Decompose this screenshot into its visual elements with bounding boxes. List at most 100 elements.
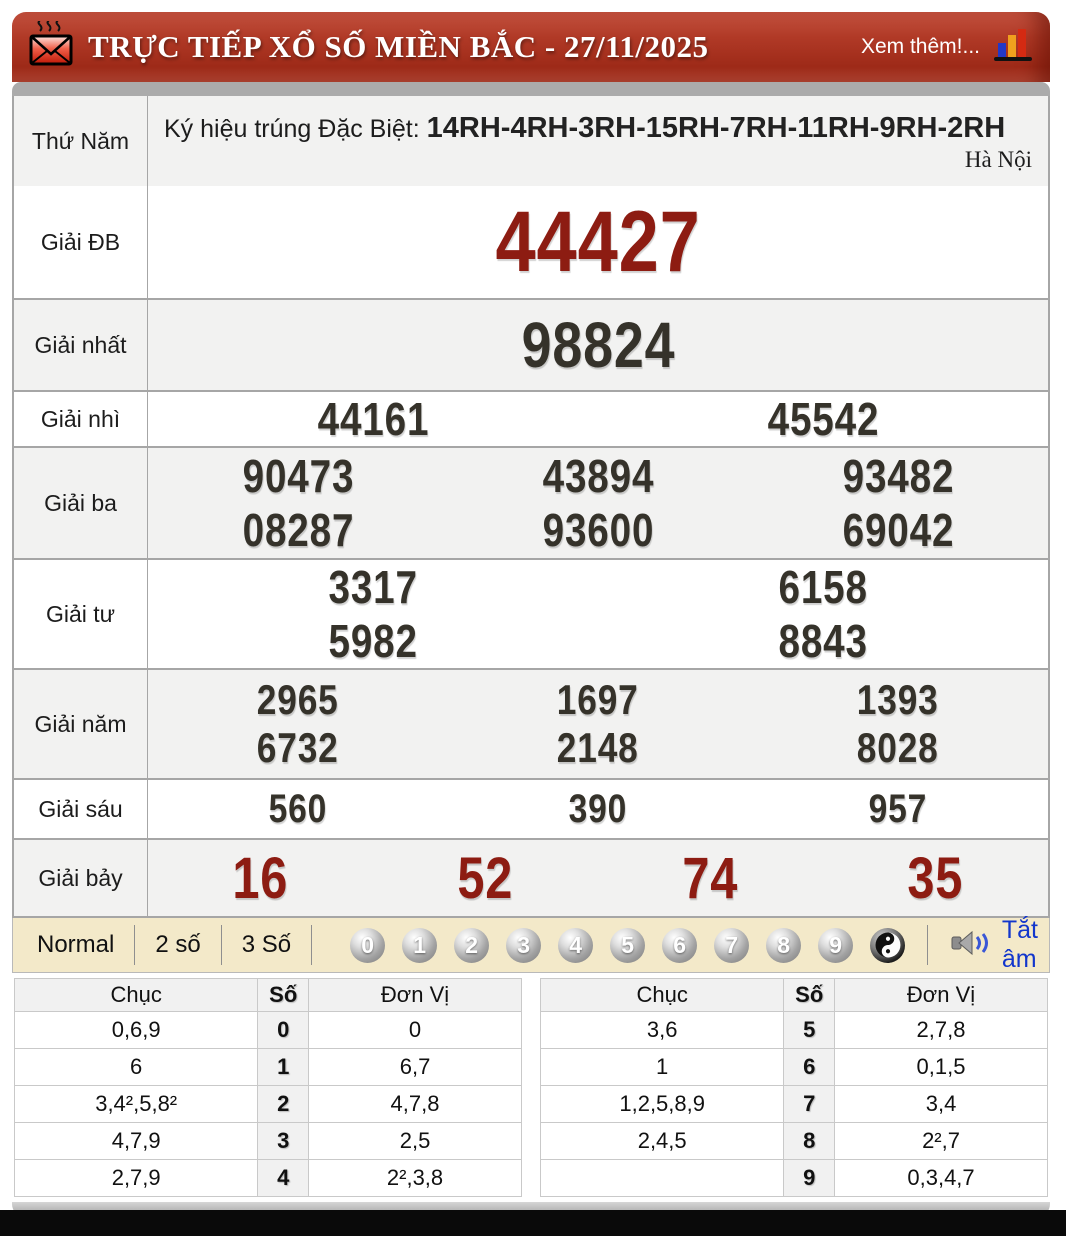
digit-cell: 8 xyxy=(783,1122,836,1160)
prize-label: Giải bảy xyxy=(14,840,148,916)
digit-ball-0[interactable]: 0 xyxy=(350,927,386,963)
prize-label: Giải ĐB xyxy=(14,186,148,298)
mode-normal-button[interactable]: Normal xyxy=(29,925,136,965)
digit-cell: 7 xyxy=(783,1085,836,1123)
prize-number: 16 xyxy=(232,845,289,911)
digit-ball-2[interactable]: 2 xyxy=(454,927,490,963)
prize-label: Giải sáu xyxy=(14,780,148,838)
special-sign-codes: 14RH-4RH-3RH-15RH-7RH-11RH-9RH-2RH xyxy=(426,112,1006,144)
digit-cell: 3 xyxy=(257,1122,310,1160)
prize-label: Giải nhất xyxy=(14,300,148,390)
prize-values: 2965 1697 1393 6732 2148 8028 xyxy=(148,670,1048,778)
prize-row: Giải sáu 560 390 957 xyxy=(14,778,1048,838)
mode-3so-button[interactable]: 3 Số xyxy=(222,925,313,965)
prize-number: 390 xyxy=(568,786,628,831)
prize-value-cell: 6732 xyxy=(148,724,448,772)
digit-table-right: Chục Số Đơn Vị 3,6 5 2,7,8 1 6 0,1,5 1,2,5,8,9 7 3,… xyxy=(539,978,1048,1197)
envelope-icon xyxy=(28,19,74,74)
prize-number: 93482 xyxy=(842,450,954,502)
units-cell: 0,3,4,7 xyxy=(834,1159,1048,1197)
prize-number: 5982 xyxy=(328,615,418,667)
bottom-black-bar xyxy=(0,1210,1066,1236)
prize-row: Giải nhất 98824 xyxy=(14,298,1048,390)
prize-number: 560 xyxy=(268,786,328,831)
bar-chart-icon[interactable] xyxy=(992,25,1034,70)
prize-number: 3317 xyxy=(328,561,418,613)
special-sign-cell: Ký hiệu trúng Đặc Biệt: 14RH-4RH-3RH-15R… xyxy=(148,96,1048,186)
prize-number: 6732 xyxy=(257,724,339,771)
prize-row: Giải bảy 16 52 74 35 xyxy=(14,838,1048,916)
prize-value-cell: 957 xyxy=(748,787,1048,832)
yin-yang-ball[interactable] xyxy=(870,927,906,963)
see-more-link[interactable]: Xem thêm!... xyxy=(860,35,980,58)
units-cell: 3,4 xyxy=(834,1085,1048,1123)
page-title: TRỰC TIẾP XỔ SỐ MIỀN BẮC - 27/11/2025 xyxy=(88,29,709,64)
prize-value-cell: 3317 xyxy=(148,560,598,614)
digit-cell: 9 xyxy=(783,1159,836,1197)
digit-summary-tables: Chục Số Đơn Vị 0,6,9 0 0 6 1 6,7 3,4²,5,8² 2 4,7,8 4… xyxy=(12,973,1050,1197)
prize-value-cell: 2965 xyxy=(148,676,448,724)
prize-value-cell: 1393 xyxy=(748,676,1048,724)
prize-number: 08287 xyxy=(242,504,354,556)
tens-cell: 2,7,9 xyxy=(13,1159,259,1197)
prize-value-cell: 560 xyxy=(148,787,448,832)
digit-ball-4[interactable]: 4 xyxy=(558,927,594,963)
mute-button[interactable]: Tắt âm xyxy=(950,916,1045,974)
prize-label: Giải ba xyxy=(14,448,148,558)
prize-value-cell: 390 xyxy=(448,787,748,832)
results-table: Thứ Năm Ký hiệu trúng Đặc Biệt: 14RH-4RH… xyxy=(12,96,1050,918)
tens-cell: 3,4²,5,8² xyxy=(13,1085,259,1123)
prize-rows: Giải ĐB 44427 Giải nhất 98824 Giải nhì 44161 4… xyxy=(14,186,1048,916)
prize-number: 43894 xyxy=(542,450,654,502)
digit-ball-1[interactable]: 1 xyxy=(402,927,438,963)
digit-ball-6[interactable]: 6 xyxy=(662,927,698,963)
prize-number: 44427 xyxy=(495,193,701,290)
digit-ball-5[interactable]: 5 xyxy=(610,927,646,963)
prize-number: 1697 xyxy=(557,676,639,723)
prize-value-cell: 98824 xyxy=(148,308,1048,382)
digit-cell: 5 xyxy=(783,1011,836,1049)
prize-values: 90473 43894 93482 08287 93600 69042 xyxy=(148,448,1048,558)
toolbar-divider xyxy=(927,925,928,965)
prize-row: Giải ĐB 44427 xyxy=(14,186,1048,298)
digit-ball-3[interactable]: 3 xyxy=(506,927,542,963)
units-cell: 2,5 xyxy=(308,1122,522,1160)
prize-value-cell: 74 xyxy=(598,845,823,912)
info-row: Thứ Năm Ký hiệu trúng Đặc Biệt: 14RH-4RH… xyxy=(14,96,1048,186)
digit-cell: 6 xyxy=(783,1048,836,1086)
prize-number: 44161 xyxy=(317,393,429,445)
mode-2so-button[interactable]: 2 số xyxy=(135,925,222,965)
tens-cell: 1 xyxy=(539,1048,785,1086)
digit-ball-7[interactable]: 7 xyxy=(714,927,750,963)
prize-values: 3317 6158 5982 8843 xyxy=(148,560,1048,668)
digit-table-left: Chục Số Đơn Vị 0,6,9 0 0 6 1 6,7 3,4²,5,8² 2 4,7,8 4… xyxy=(13,978,522,1197)
prize-row: Giải năm 2965 1697 1393 6732 2148 8028 xyxy=(14,668,1048,778)
prize-label: Giải tư xyxy=(14,560,148,668)
table-row: 4,7,9 3 2,5 xyxy=(13,1122,522,1160)
table-row: 1 6 0,1,5 xyxy=(539,1048,1048,1086)
digit-table-header: Chục xyxy=(539,978,785,1012)
prize-value-cell: 44427 xyxy=(148,193,1048,292)
digit-ball-8[interactable]: 8 xyxy=(766,927,802,963)
prize-label: Giải năm xyxy=(14,670,148,778)
units-cell: 0,1,5 xyxy=(834,1048,1048,1086)
prize-value-cell: 45542 xyxy=(598,392,1048,446)
prize-number: 93600 xyxy=(542,504,654,556)
digit-table-header: Số xyxy=(783,978,836,1012)
prize-value-cell: 6158 xyxy=(598,560,1048,614)
table-row: 2,4,5 8 2²,7 xyxy=(539,1122,1048,1160)
digit-table-header: Số xyxy=(257,978,310,1012)
prize-value-cell: 2148 xyxy=(448,724,748,772)
prize-value-cell: 69042 xyxy=(748,503,1048,557)
digit-ball-9[interactable]: 9 xyxy=(818,927,854,963)
prize-value-cell: 93482 xyxy=(748,449,1048,503)
units-cell: 4,7,8 xyxy=(308,1085,522,1123)
prize-number: 52 xyxy=(457,845,514,911)
prize-number: 74 xyxy=(682,845,739,911)
weekday-label: Thứ Năm xyxy=(14,96,148,186)
header-bar: TRỰC TIẾP XỔ SỐ MIỀN BẮC - 27/11/2025 Xe… xyxy=(12,12,1050,82)
table-row: 3,4²,5,8² 2 4,7,8 xyxy=(13,1085,522,1123)
prize-value-cell: 44161 xyxy=(148,392,598,446)
prize-number: 2965 xyxy=(257,676,339,723)
